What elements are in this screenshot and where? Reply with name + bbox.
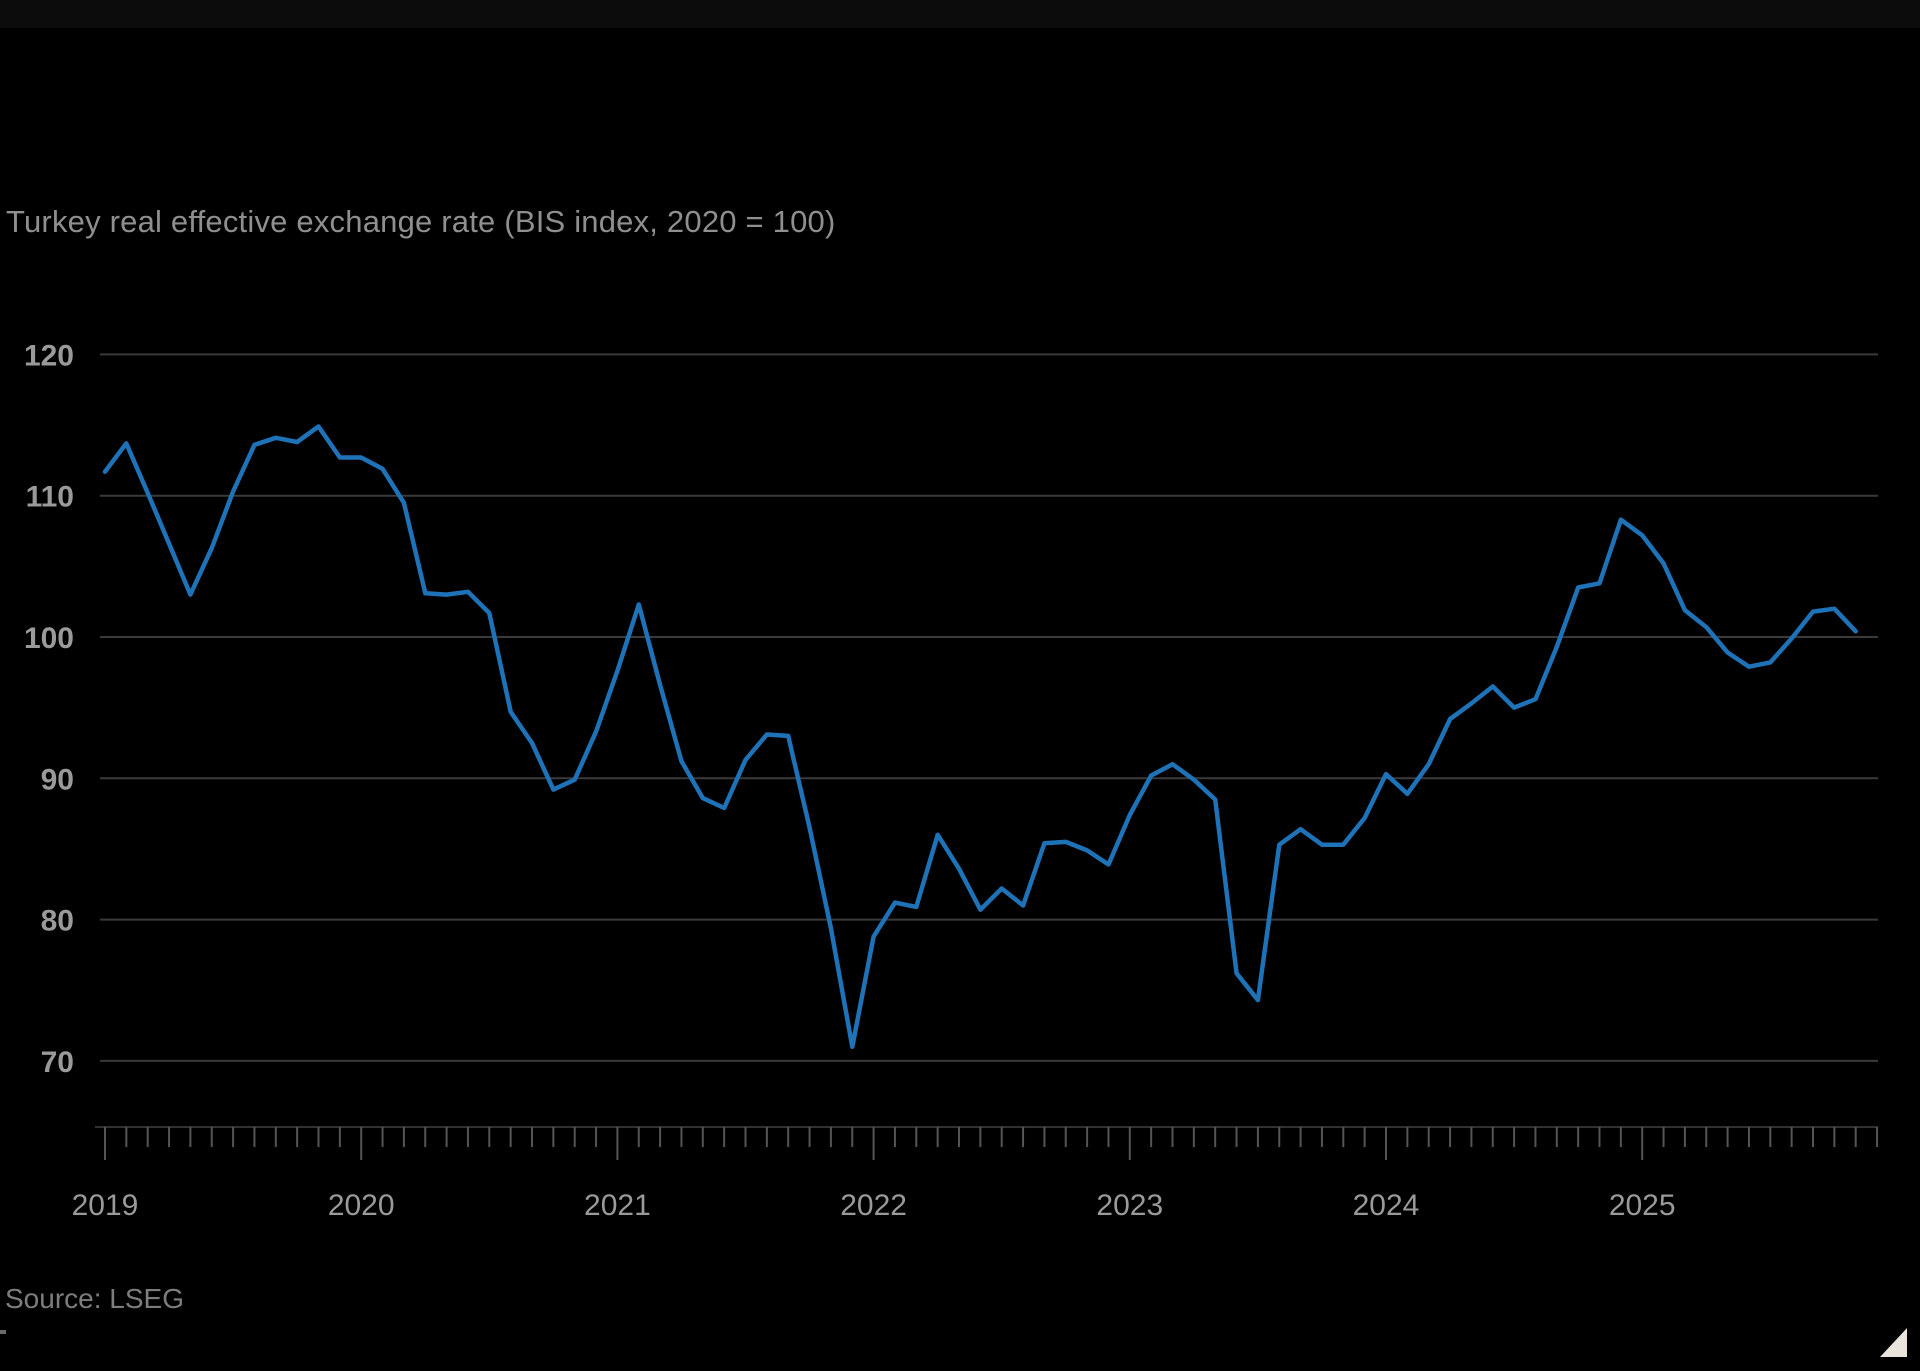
y-axis-label-70: 70 — [41, 1046, 74, 1079]
y-axis-label-110: 110 — [26, 481, 74, 514]
y-axis-label-90: 90 — [41, 763, 74, 796]
y-axis-label-100: 100 — [24, 622, 74, 655]
x-axis-label-2020: 2020 — [328, 1189, 395, 1222]
y-axis-label-120: 120 — [24, 339, 74, 372]
y-axis-label-80: 80 — [41, 905, 74, 938]
data-line-turkey-reer — [102, 424, 1858, 1050]
x-axis-label-2023: 2023 — [1096, 1189, 1163, 1222]
x-axis-label-2025: 2025 — [1609, 1189, 1676, 1222]
x-axis-label-2021: 2021 — [584, 1189, 651, 1222]
cropped-text-fragment — [0, 1330, 6, 1334]
x-axis-label-2022: 2022 — [840, 1189, 907, 1222]
chart-title: Turkey real effective exchange rate (BIS… — [6, 204, 836, 239]
expand-triangle-icon[interactable] — [1880, 1328, 1907, 1357]
top-border-strip — [0, 0, 1920, 28]
x-axis-label-2024: 2024 — [1353, 1189, 1420, 1222]
source-label: Source: LSEG — [5, 1283, 184, 1314]
x-axis-label-2019: 2019 — [72, 1189, 139, 1222]
